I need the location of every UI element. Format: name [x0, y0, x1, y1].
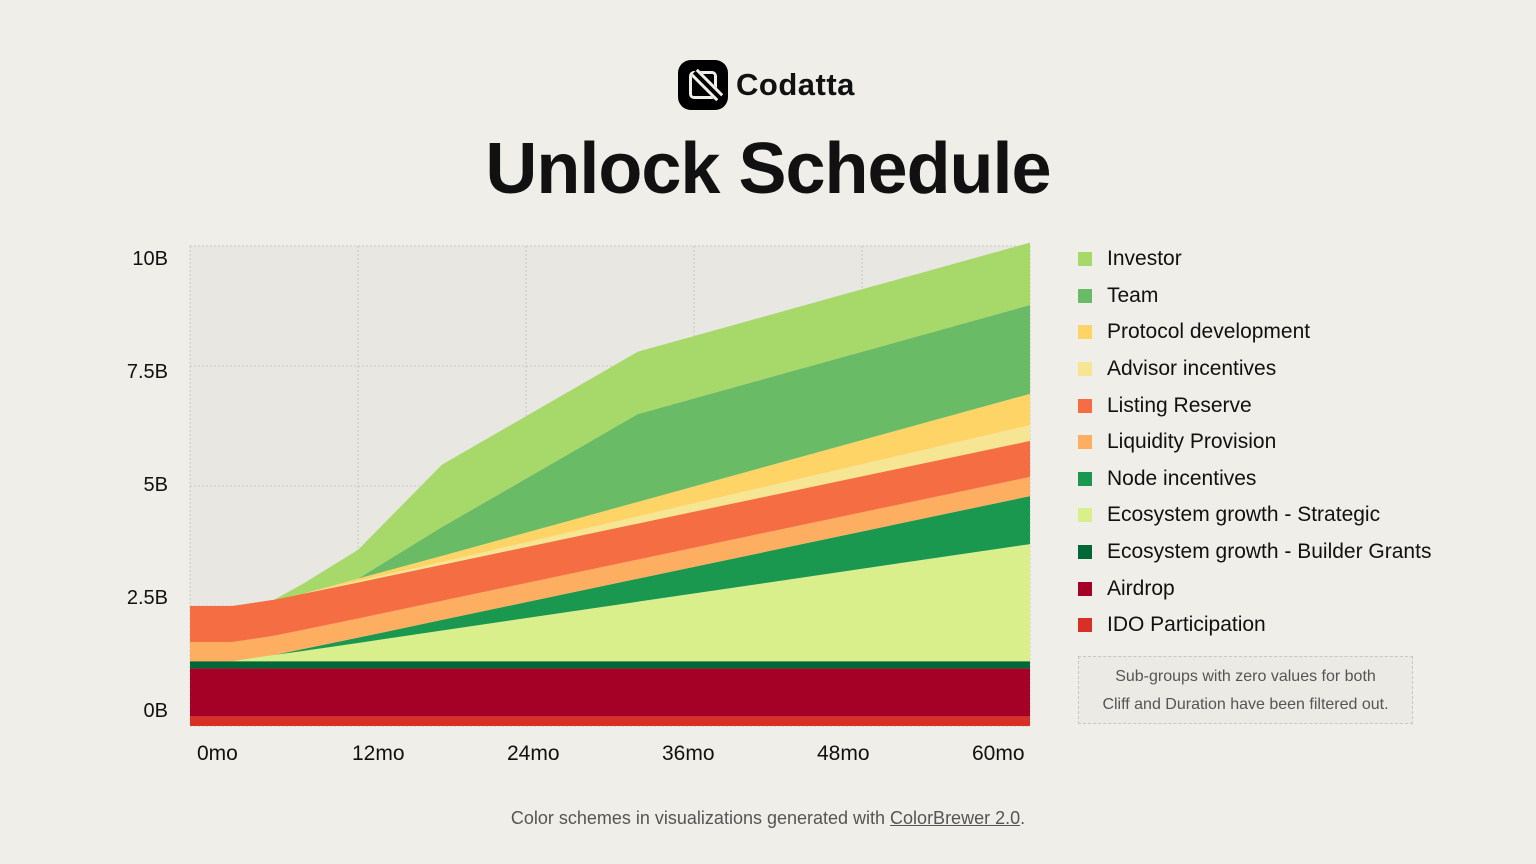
legend-label: Ecosystem growth - Strategic	[1107, 503, 1381, 527]
y-tick-label: 2.5B	[126, 587, 168, 609]
legend-item: Listing Reserve	[1078, 387, 1431, 424]
legend-item: Liquidity Provision	[1078, 424, 1431, 461]
legend-item: Investor	[1078, 241, 1431, 278]
x-tick-label: 48mo	[817, 742, 870, 765]
legend-swatch	[1078, 325, 1092, 340]
y-tick-label: 0B	[143, 700, 168, 722]
legend-swatch	[1078, 471, 1092, 486]
area-ecosystem-growth-strategic	[190, 544, 1030, 662]
legend-swatch	[1078, 252, 1092, 267]
legend-swatch	[1078, 581, 1092, 596]
legend-item: Airdrop	[1078, 570, 1431, 607]
legend-swatch	[1078, 288, 1092, 303]
x-tick-label: 0mo	[197, 742, 238, 765]
legend-swatch	[1078, 545, 1092, 560]
legend: Investor Team Protocol development Advisor …	[1078, 241, 1431, 644]
footer-prefix: Color schemes in visualizations generate…	[510, 808, 891, 828]
legend-label: Protocol development	[1107, 320, 1311, 344]
codatta-logo-icon	[678, 60, 728, 110]
area-liquidity-provision	[190, 476, 1030, 662]
legend-item: IDO Participation	[1078, 607, 1431, 644]
legend-swatch	[1078, 435, 1092, 450]
x-tick-label: 36mo	[662, 742, 715, 765]
x-tick-label: 12mo	[352, 742, 405, 765]
legend-swatch	[1078, 508, 1092, 523]
brand-logo: Codatta	[678, 60, 855, 110]
legend-item: Protocol development	[1078, 314, 1431, 351]
legend-label: Investor	[1107, 247, 1182, 271]
legend-swatch	[1078, 618, 1092, 633]
brand-name: Codatta	[736, 67, 855, 102]
y-tick-label: 5B	[143, 474, 168, 496]
legend-label: Node incentives	[1107, 466, 1257, 490]
legend-label: Team	[1107, 283, 1159, 307]
legend-label: Ecosystem growth - Builder Grants	[1107, 540, 1432, 564]
legend-item: Advisor incentives	[1078, 351, 1431, 388]
legend-label: Airdrop	[1107, 576, 1175, 600]
area-ido-participation	[190, 716, 1030, 726]
area-team	[190, 305, 1030, 606]
colorbrewer-link[interactable]: ColorBrewer 2.0	[890, 808, 1021, 828]
legend-item: Team	[1078, 278, 1431, 315]
y-tick-label: 7.5B	[126, 361, 168, 383]
x-tick-label: 24mo	[507, 742, 560, 765]
footer-suffix: .	[1020, 808, 1026, 828]
legend-swatch	[1078, 398, 1092, 413]
area-listing-reserve	[190, 440, 1030, 642]
legend-item: Ecosystem growth - Strategic	[1078, 497, 1431, 534]
note-line-1: Sub-groups with zero values for both	[1115, 668, 1376, 685]
area-ecosystem-growth-builder-grants	[190, 661, 1030, 669]
footer: Color schemes in visualizations generate…	[0, 808, 1536, 829]
x-tick-label: 60mo	[972, 742, 1025, 765]
legend-item: Node incentives	[1078, 461, 1431, 498]
filter-note: Sub-groups with zero values for both Cli…	[1078, 656, 1413, 724]
legend-label: Liquidity Provision	[1107, 430, 1277, 454]
note-line-2: Cliff and Duration have been filtered ou…	[1102, 696, 1389, 713]
area-airdrop	[190, 668, 1030, 717]
legend-label: Advisor incentives	[1107, 357, 1277, 381]
legend-item: Ecosystem growth - Builder Grants	[1078, 534, 1431, 571]
chart-title: Unlock Schedule	[485, 129, 1051, 209]
legend-swatch	[1078, 362, 1092, 377]
area-investor	[190, 242, 1030, 606]
y-tick-label: 10B	[132, 248, 168, 270]
legend-label: IDO Participation	[1107, 613, 1266, 637]
legend-label: Listing Reserve	[1107, 393, 1252, 417]
